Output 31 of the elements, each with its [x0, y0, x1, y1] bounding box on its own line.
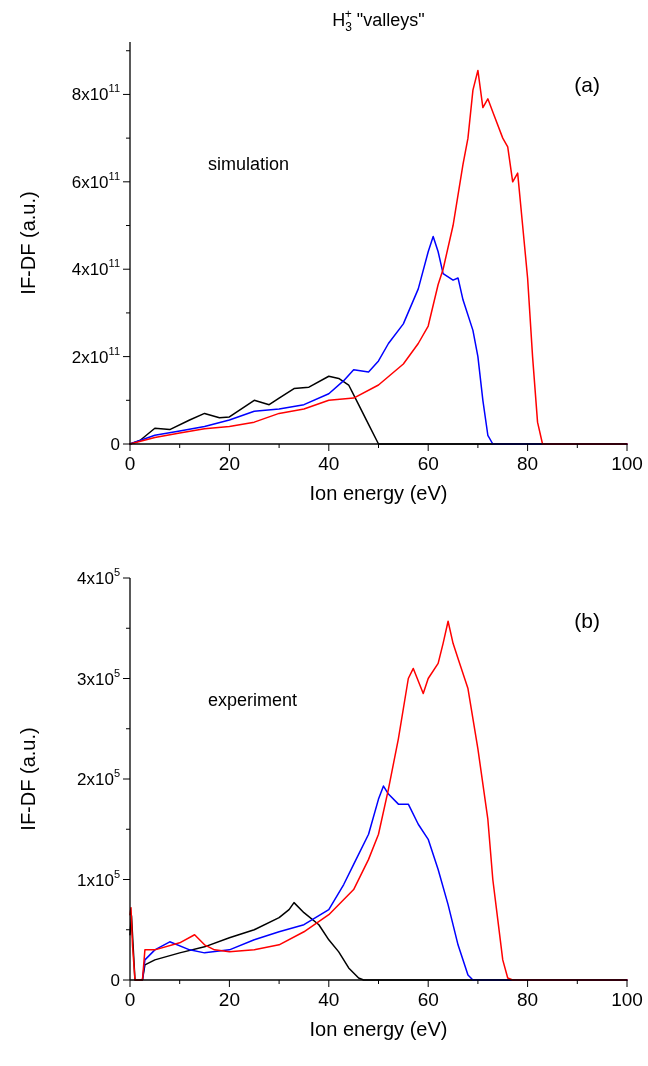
- y-tick-label: 3x10$^{5}$: [77, 666, 120, 689]
- y-axis-title: IF-DF (a.u.): [17, 727, 39, 831]
- y-tick-label: 8x10$^{11}$: [71, 82, 120, 105]
- x-tick-label: 60: [417, 453, 439, 474]
- x-tick-label: 100: [611, 989, 643, 1010]
- y-tick-label: 0: [110, 435, 120, 454]
- y-axis-title: IF-DF (a.u.): [17, 191, 39, 295]
- y-tick-label: 4x10$^{11}$: [71, 257, 120, 280]
- x-tick-label: 100: [611, 453, 643, 474]
- x-tick-label: 0: [124, 453, 136, 474]
- annotation: simulation: [208, 154, 290, 174]
- y-tick-label: 6x10$^{11}$: [71, 170, 120, 192]
- y-tick-label: 2x10$^{5}$: [77, 767, 120, 789]
- y-tick-label: 2x10$^{11}$: [71, 344, 120, 367]
- y-tick-label: 1x10$^{5}$: [77, 867, 120, 890]
- y-tick-label: 0: [110, 971, 120, 990]
- x-tick-label: 80: [517, 989, 539, 1010]
- x-tick-label: 0: [124, 989, 136, 1010]
- annotation: (b): [574, 609, 600, 632]
- x-tick-label: 20: [218, 453, 240, 474]
- y-tick-label: 4x10$^{5}$: [77, 566, 120, 588]
- x-tick-label: 60: [417, 989, 439, 1010]
- x-tick-label: 40: [318, 453, 340, 474]
- x-tick-label: 80: [517, 453, 539, 474]
- x-axis-title: Ion energy (eV): [309, 1018, 448, 1040]
- annotation: experiment: [208, 690, 298, 710]
- x-axis-title: Ion energy (eV): [309, 482, 448, 504]
- chart-title: H$_{3}$$^{+}$ "valleys": [332, 6, 425, 35]
- x-tick-label: 20: [218, 989, 240, 1010]
- annotation: (a): [574, 73, 600, 96]
- x-tick-label: 40: [318, 989, 340, 1010]
